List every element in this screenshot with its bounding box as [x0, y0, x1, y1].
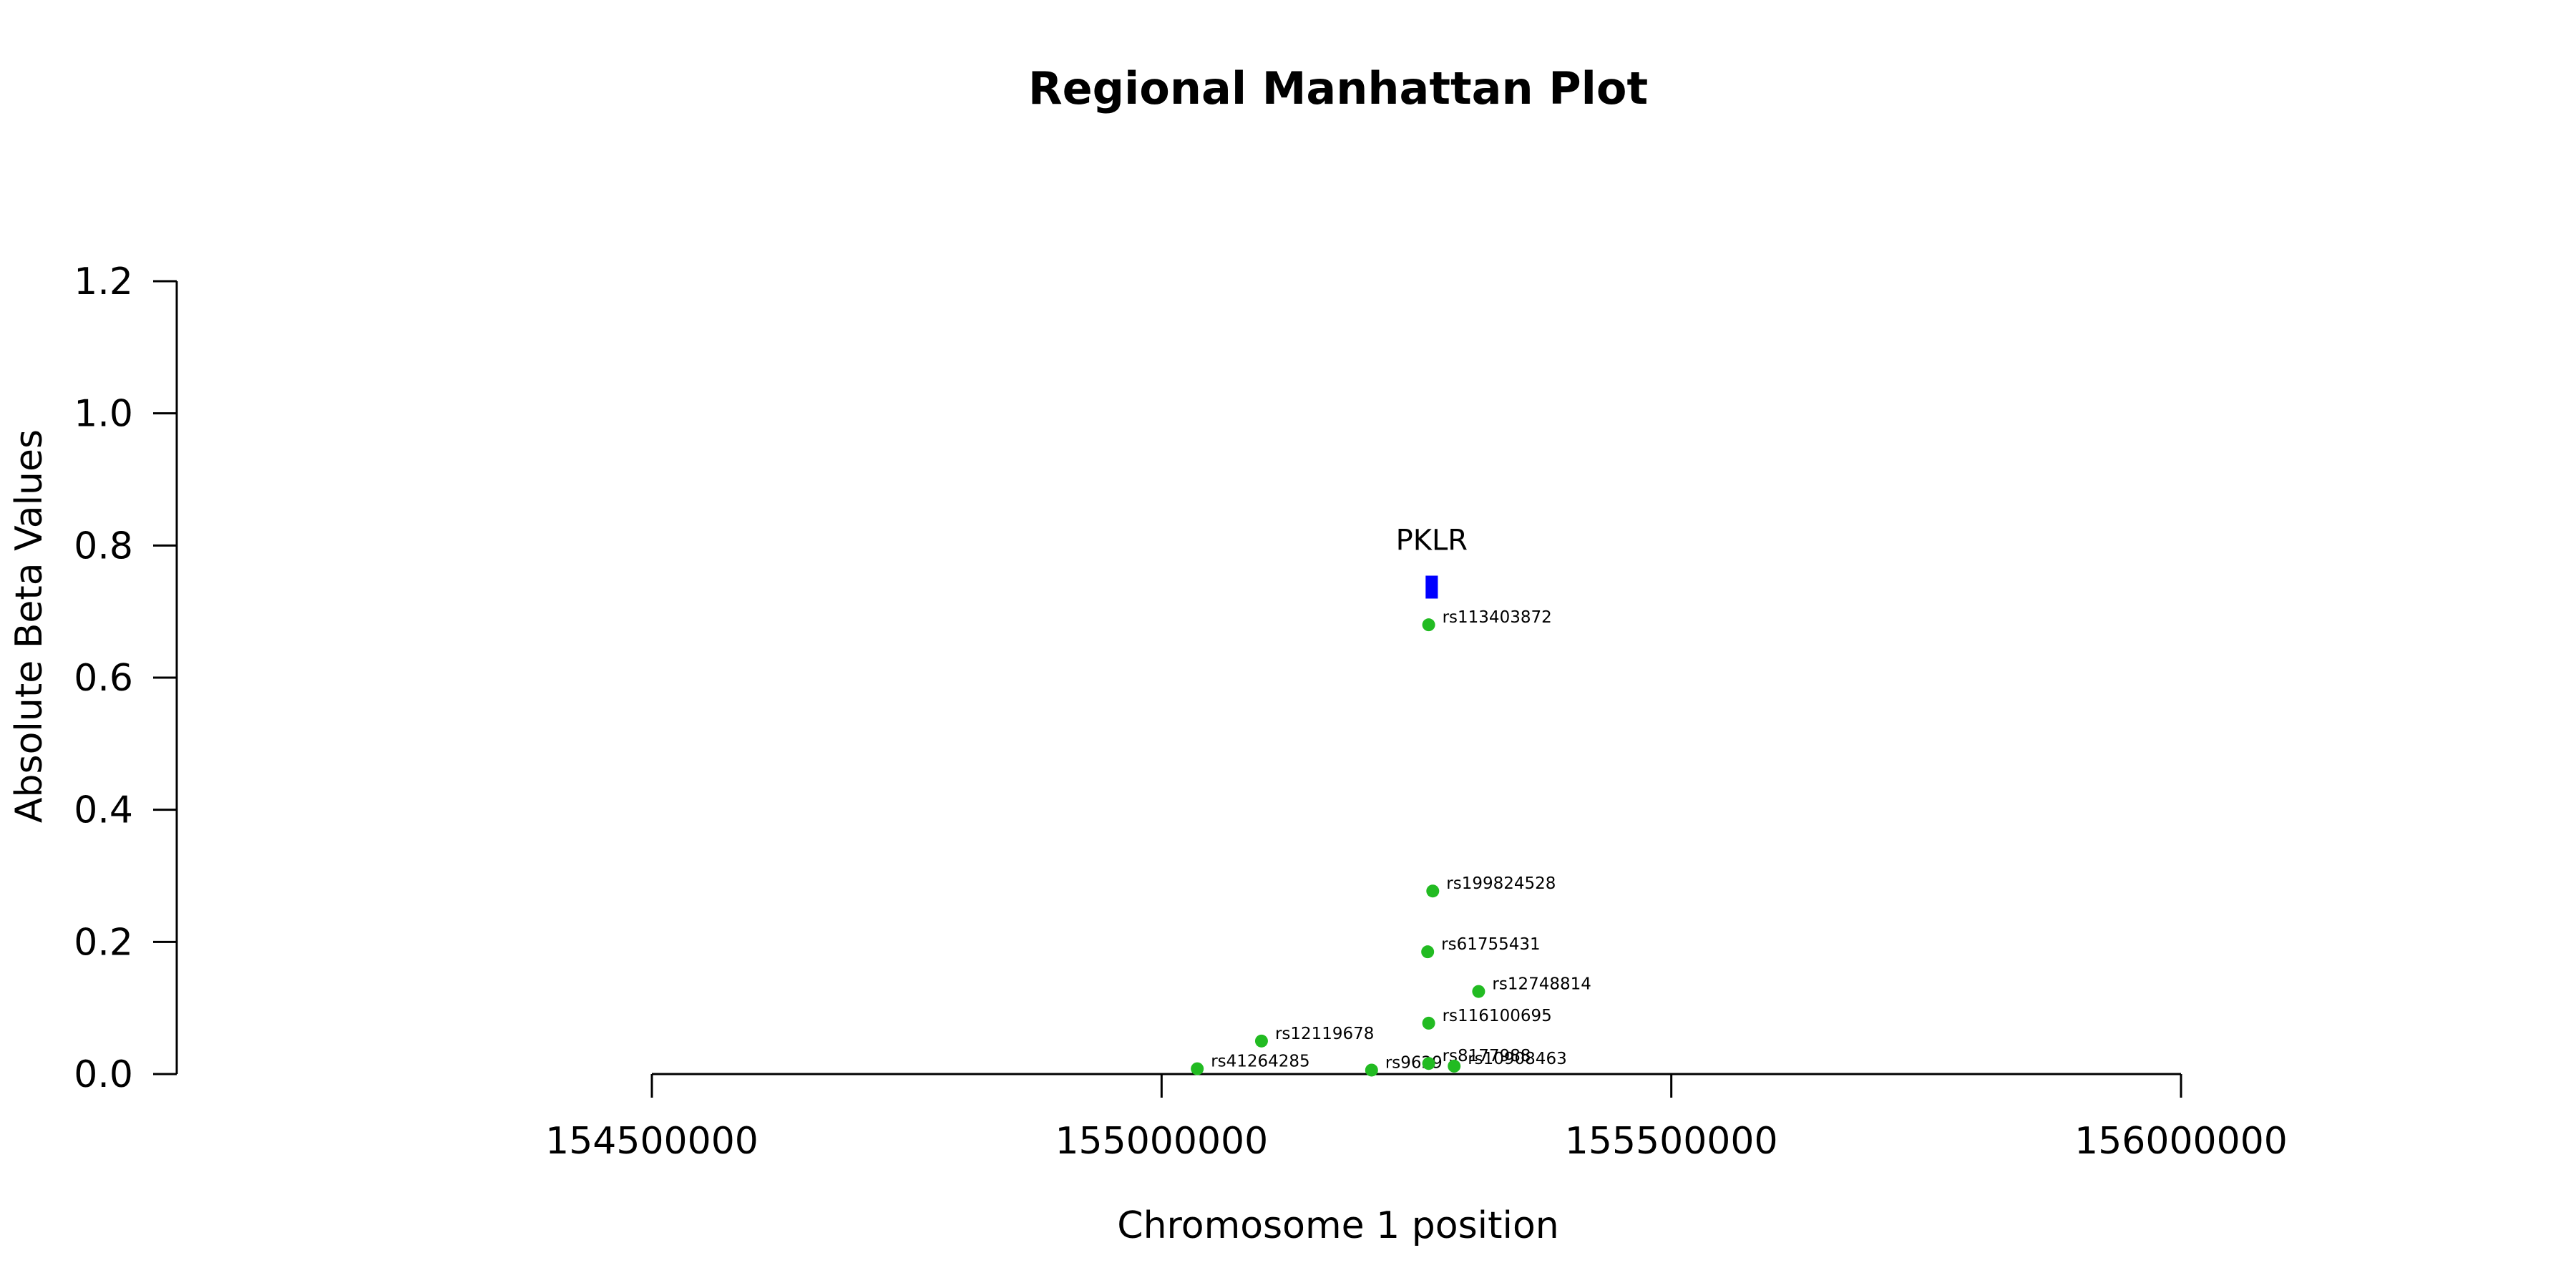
snp-label: rs12119678 — [1275, 1025, 1375, 1043]
y-axis-label: Absolute Beta Values — [8, 429, 51, 823]
snp-point — [1472, 985, 1485, 998]
snp-point — [1191, 1062, 1204, 1075]
snp-point — [1422, 618, 1435, 632]
snp-point — [1426, 884, 1440, 898]
x-axis: 154500000 155000000 155500000 156000000 — [545, 1073, 2288, 1163]
gene-label-pklr: PKLR — [1396, 525, 1468, 557]
y-tick-label: 0.6 — [74, 657, 133, 700]
x-tick-label: 155500000 — [1565, 1120, 1778, 1163]
snp-label: rs12748814 — [1492, 975, 1591, 994]
gene-track: PKLR — [1396, 525, 1468, 599]
y-tick-label: 0.2 — [74, 921, 133, 964]
x-axis-label: Chromosome 1 position — [1117, 1204, 1558, 1247]
y-axis: 0.0 0.2 0.4 0.6 0.8 1.0 1.2 — [74, 260, 178, 1096]
y-tick-label: 0.8 — [74, 525, 133, 567]
y-tick-label: 0.0 — [74, 1053, 133, 1096]
gene-box-pklr — [1425, 575, 1438, 599]
snp-point — [1422, 1016, 1435, 1030]
snp-label: rs61755431 — [1441, 935, 1541, 954]
snp-point — [1448, 1059, 1461, 1073]
snp-label: rs10908463 — [1468, 1050, 1567, 1068]
snp-label: rs113403872 — [1443, 608, 1552, 627]
y-tick-label: 0.4 — [74, 789, 133, 832]
chart-title: Regional Manhattan Plot — [1028, 62, 1648, 114]
snp-label: rs116100695 — [1443, 1007, 1552, 1025]
snp-point — [1365, 1063, 1378, 1077]
snp-point — [1254, 1034, 1268, 1048]
x-tick-label: 154500000 — [545, 1120, 758, 1163]
snp-point — [1421, 945, 1435, 959]
x-tick-label: 156000000 — [2074, 1120, 2288, 1163]
snp-label: rs199824528 — [1446, 874, 1556, 893]
snp-label: rs41264285 — [1211, 1053, 1310, 1071]
snp-point — [1422, 1057, 1435, 1070]
y-tick-label: 1.0 — [74, 393, 133, 436]
snp-points: rs113403872 rs199824528 rs61755431 rs127488… — [1191, 608, 1591, 1077]
x-tick-label: 155000000 — [1055, 1120, 1268, 1163]
y-tick-label: 1.2 — [74, 260, 133, 303]
